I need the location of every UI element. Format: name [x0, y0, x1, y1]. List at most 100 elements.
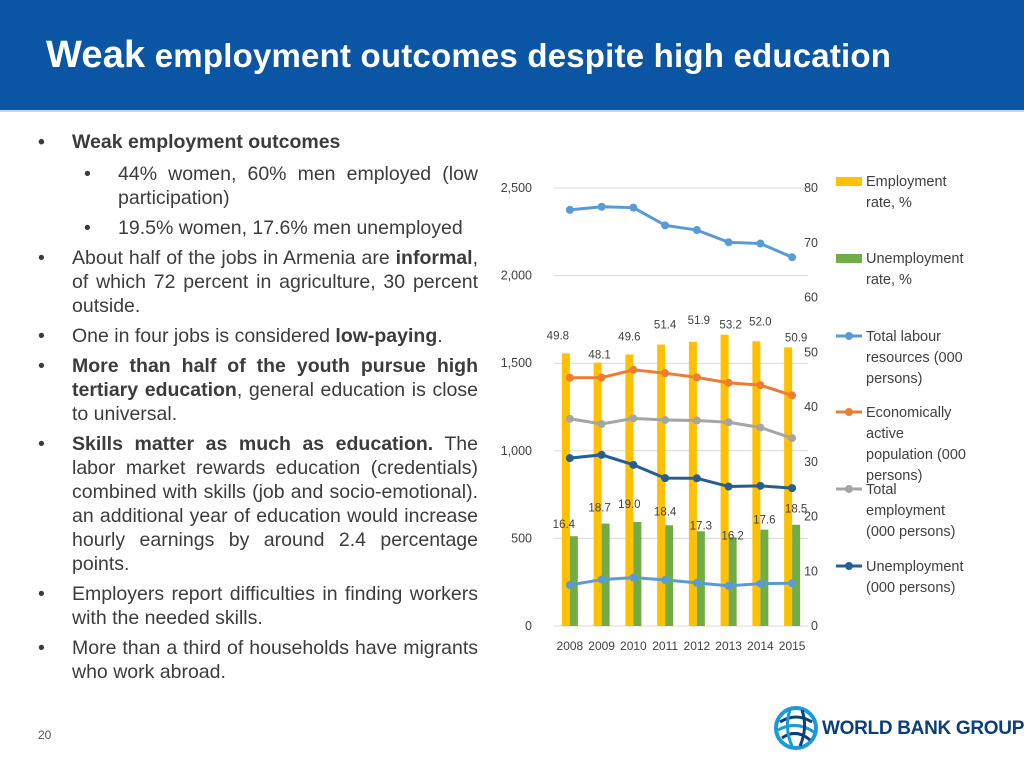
- bullet-skills-matter: Skills matter as much as education. The …: [38, 432, 478, 576]
- right-axis-tick-label: 40: [804, 400, 818, 414]
- bullet-migrants: More than a third of households have mig…: [38, 636, 478, 684]
- economically-active-point: [597, 373, 606, 382]
- right-axis-tick-label: 50: [804, 345, 818, 359]
- unemployment-point: [788, 484, 797, 493]
- bar-employment: [657, 344, 666, 626]
- unemployment-point: [629, 460, 638, 469]
- legend-swatch: [836, 254, 862, 263]
- legend-label: persons): [866, 371, 922, 387]
- x-axis-tick-label: 2010: [620, 639, 647, 653]
- economically-active-point: [724, 378, 733, 387]
- bar-employment: [625, 354, 634, 626]
- legend-label: rate, %: [866, 272, 912, 288]
- legend-marker: [845, 562, 853, 570]
- legend-marker: [845, 408, 853, 416]
- data-label-unemployment: 17.3: [690, 520, 712, 532]
- left-axis-tick-label: 1,000: [501, 444, 532, 458]
- bullet-informal-jobs: About half of the jobs in Armenia are in…: [38, 246, 478, 318]
- bullet-bold-text: low-paying: [335, 325, 438, 347]
- bar-employment: [561, 353, 570, 626]
- x-axis-tick-label: 2015: [779, 639, 806, 653]
- data-label-employment: 51.9: [688, 315, 710, 327]
- economically-active-point: [692, 373, 701, 382]
- x-axis-tick-label: 2012: [684, 639, 711, 653]
- lower-series-point: [756, 579, 765, 588]
- total-labour-resources-point: [629, 203, 638, 212]
- economically-active-point: [565, 373, 574, 382]
- right-axis-tick-label: 20: [804, 510, 818, 524]
- bullet-list: Weak employment outcomes 44% women, 60% …: [38, 130, 478, 690]
- title-bar: Weak employment outcomes despite high ed…: [0, 0, 1024, 112]
- bullet-text: , general education is close to universa…: [72, 379, 478, 425]
- data-label-unemployment: 16.4: [553, 519, 576, 531]
- lower-series-point: [597, 575, 606, 584]
- page-number: 20: [38, 728, 52, 742]
- lower-series-point: [788, 579, 797, 588]
- left-axis-tick-label: 2,000: [501, 269, 532, 283]
- lower-series-point: [724, 581, 733, 590]
- legend-label: resources (000: [866, 350, 963, 366]
- bar-unemployment: [792, 524, 801, 626]
- bullet-bold-text: Skills matter as much as education.: [72, 433, 434, 455]
- lower-series-point: [629, 573, 638, 582]
- economically-active-line: [569, 368, 793, 397]
- bullet-employers-difficulties: Employers report difficulties in finding…: [38, 582, 478, 630]
- unemployment-point: [661, 474, 670, 483]
- world-bank-logo: WORLD BANK GROUP: [774, 704, 1024, 752]
- data-label-employment: 50.9: [785, 332, 807, 344]
- legend-label: Total labour: [866, 329, 941, 345]
- page-title: Weak employment outcomes despite high ed…: [46, 34, 891, 77]
- economically-active-point: [788, 391, 797, 400]
- bullet-low-paying: One in four jobs is considered low-payin…: [38, 324, 478, 348]
- bullet-text: One in four jobs is considered: [72, 325, 336, 347]
- unemployment-line: [569, 453, 793, 490]
- lower-series-point: [661, 575, 670, 584]
- total-labour-resources-point: [597, 202, 606, 211]
- data-label-employment: 49.8: [547, 330, 569, 342]
- left-axis-tick-label: 0: [525, 619, 532, 633]
- right-axis-tick-label: 10: [804, 564, 818, 578]
- employment-chart: 0 500 1,000 1,500 2,000 2,500 0 10 20 30 40 50 60 70 8…: [501, 174, 966, 653]
- bar-unemployment: [633, 521, 642, 626]
- legend-label: Total: [866, 482, 897, 498]
- legend-label: rate, %: [866, 195, 912, 211]
- total-employment-point: [724, 418, 733, 427]
- bar-unemployment: [569, 536, 578, 626]
- x-axis-tick-label: 2011: [652, 639, 678, 653]
- legend-label: (000 persons): [866, 580, 955, 596]
- data-label-unemployment: 18.7: [588, 503, 610, 515]
- bar-unemployment: [728, 537, 737, 626]
- data-label-employment: 49.6: [618, 331, 640, 343]
- bullet-text: About half of the jobs in Armenia are: [72, 247, 396, 269]
- globe-icon: [774, 706, 818, 750]
- page-title-first-word: Weak: [46, 34, 146, 76]
- data-label-unemployment: 19.0: [618, 499, 640, 511]
- total-labour-resources-point: [756, 239, 765, 248]
- sub-bullet-employment-rates: 44% women, 60% men employed (low partici…: [38, 162, 478, 210]
- bar-unemployment: [665, 525, 674, 626]
- data-label-employment: 51.4: [654, 320, 677, 332]
- total-labour-resources-point: [692, 226, 701, 235]
- total-labour-resources-line: [569, 205, 793, 259]
- economically-active-point: [629, 365, 638, 374]
- legend-label: Employment: [866, 174, 947, 190]
- unemployment-point: [565, 454, 574, 463]
- economically-active-point: [661, 369, 670, 378]
- bar-unemployment: [696, 531, 705, 626]
- total-labour-resources-point: [724, 238, 733, 247]
- legend-label: population (000: [866, 447, 966, 463]
- logo-text: WORLD BANK GROUP: [822, 718, 1024, 739]
- lower-series-line: [569, 576, 793, 588]
- total-employment-point: [756, 423, 765, 432]
- data-label-unemployment: 17.6: [753, 515, 775, 527]
- total-labour-resources-point: [661, 221, 670, 230]
- bullet-weak-employment: Weak employment outcomes: [38, 130, 478, 154]
- data-label-unemployment: 18.4: [654, 506, 677, 518]
- left-axis-tick-label: 2,500: [501, 181, 532, 195]
- legend-label: Unemployment: [866, 559, 964, 575]
- total-employment-point: [629, 414, 638, 423]
- right-axis-tick-label: 30: [804, 455, 818, 469]
- data-label-employment: 52.0: [749, 316, 771, 328]
- left-axis-tick-label: 500: [511, 531, 532, 545]
- legend-label: (000 persons): [866, 524, 955, 540]
